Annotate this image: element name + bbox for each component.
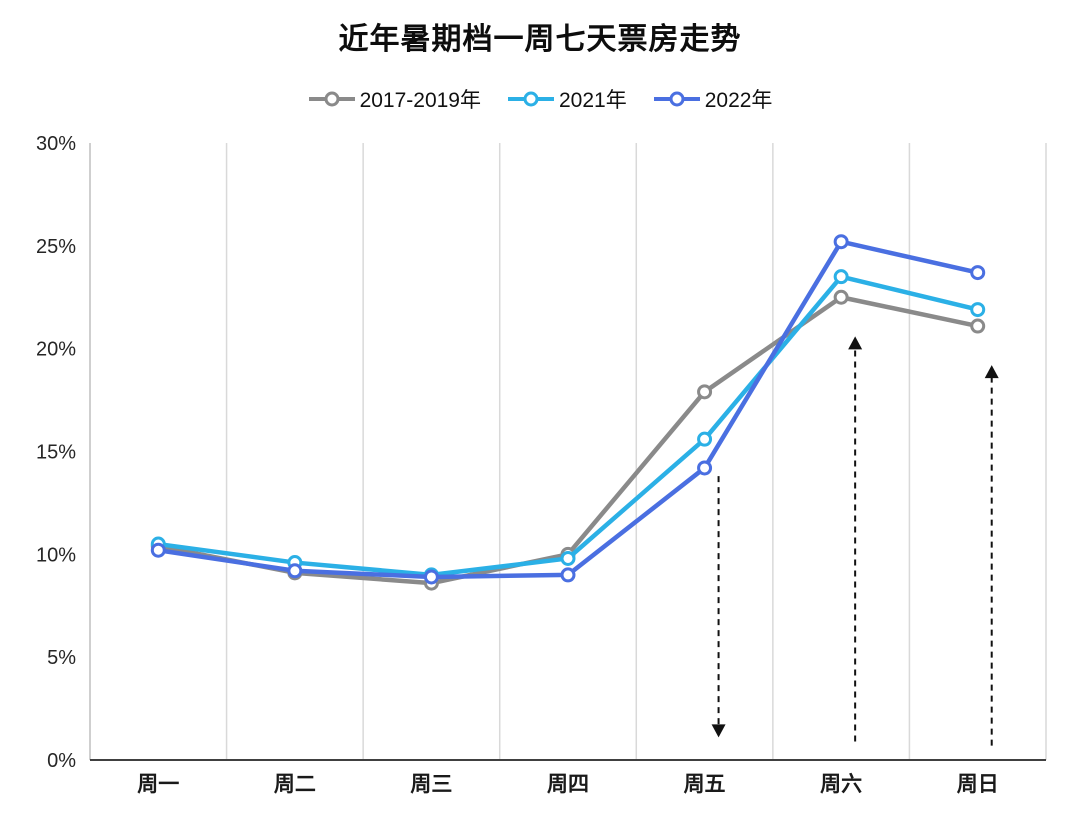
annotation-arrow-head-icon [984, 365, 999, 379]
legend-label: 2017-2019年 [359, 89, 481, 112]
legend-item-1: 2021年 [507, 84, 627, 114]
x-tick-label: 周三 [410, 773, 452, 796]
chart-canvas: 0% 5% 10% 15% 20% 25% 30% 周一 周二 周三 周四 周五 周六 周日 [36, 133, 1047, 796]
y-tick-label: 15% [36, 442, 76, 464]
data-point-marker [287, 563, 303, 579]
data-point-marker [697, 460, 713, 476]
x-tick-label: 周一 [137, 773, 179, 796]
annotation-arrow-head-icon [711, 724, 726, 738]
legend-label: 2021年 [559, 89, 627, 112]
x-tick-label: 周四 [547, 773, 589, 796]
y-tick-label: 5% [47, 647, 76, 669]
y-tick-label: 20% [36, 339, 76, 361]
data-point-marker [833, 269, 849, 285]
legend-label: 2022年 [704, 89, 773, 112]
y-tick-label: 25% [36, 236, 76, 258]
x-tick-label: 周五 [684, 773, 726, 796]
data-point-marker [833, 234, 849, 250]
data-point-marker [970, 265, 986, 281]
data-point-marker [150, 542, 166, 558]
data-point-marker [697, 384, 713, 400]
data-point-marker [970, 318, 986, 334]
annotation-arrow-head-icon [848, 336, 863, 350]
y-tick-label: 30% [36, 133, 76, 155]
y-tick-label: 10% [36, 544, 76, 566]
legend: 2017-2019年 2021年 2022年 [0, 84, 1080, 114]
data-point-marker [697, 431, 713, 447]
x-tick-label: 周二 [274, 773, 316, 796]
legend-item-2: 2022年 [653, 84, 773, 114]
legend-marker-icon [508, 91, 554, 107]
data-point-marker [560, 550, 576, 566]
legend-item-0: 2017-2019年 [308, 84, 481, 114]
y-tick-label: 0% [47, 750, 76, 772]
legend-marker-icon [308, 91, 355, 107]
data-point-marker [423, 569, 439, 585]
data-point-marker [970, 302, 986, 318]
data-point-marker [833, 289, 849, 305]
legend-marker-icon [653, 91, 700, 107]
data-point-marker [560, 567, 576, 583]
x-tick-label: 周六 [820, 773, 862, 796]
x-tick-label: 周日 [957, 773, 999, 796]
chart-title: 近年暑期档一周七天票房走势 [338, 23, 742, 56]
